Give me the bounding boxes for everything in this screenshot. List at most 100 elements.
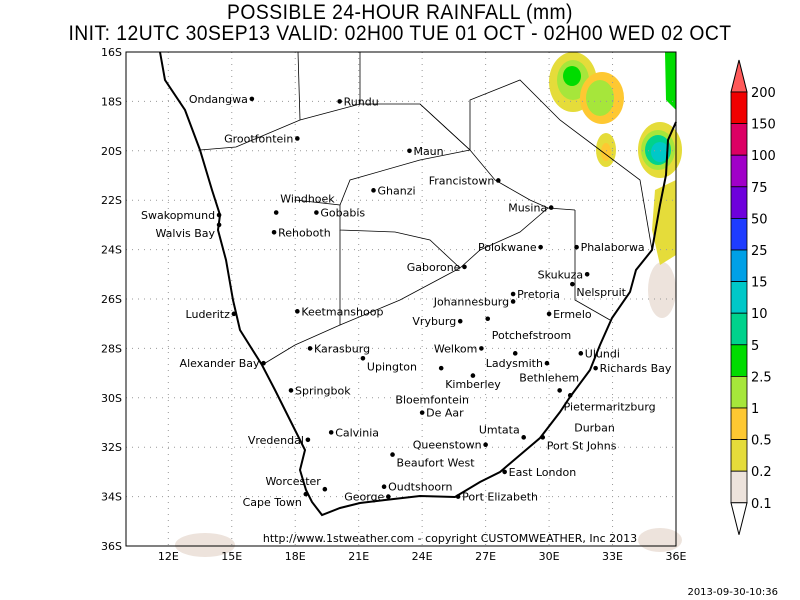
country-border	[339, 267, 461, 326]
timestamp: 2013-09-30-10:36	[687, 587, 778, 598]
city-marker	[288, 388, 294, 393]
city-marker	[307, 346, 313, 351]
colorbar-bin	[730, 249, 748, 283]
rain-area	[563, 66, 581, 86]
city-label: Musina	[508, 202, 547, 215]
city-marker	[593, 365, 598, 371]
colorbar-label: 100	[751, 149, 776, 164]
city-marker	[328, 430, 334, 435]
city-label: Swakopmund	[141, 209, 215, 222]
colorbar-label: 0.5	[751, 434, 772, 449]
city-label: Walvis Bay	[156, 227, 216, 240]
country-border	[294, 199, 549, 269]
colorbar-bin	[730, 470, 748, 504]
city-marker	[462, 264, 467, 270]
lon-tick-label: 30E	[539, 550, 560, 563]
city-label: Maun	[413, 145, 443, 158]
city-marker	[249, 96, 255, 102]
city-marker	[381, 484, 387, 490]
lat-tick-label: 30S	[101, 392, 122, 405]
city-label: Rehoboth	[278, 226, 331, 239]
city-label: Port St Johns	[547, 439, 617, 452]
lon-tick-label: 21E	[348, 550, 369, 563]
lon-tick-label: 18E	[285, 550, 306, 563]
map-title: POSSIBLE 24-HOUR RAINFALL (mm)	[227, 1, 573, 24]
colorbar-bin	[730, 123, 748, 156]
country-border	[339, 149, 471, 206]
colorbar-bin	[730, 312, 748, 346]
city-marker	[386, 494, 391, 499]
city-marker	[231, 311, 237, 317]
city-label: Upington	[367, 360, 417, 373]
city-label: Durban	[574, 421, 615, 434]
colorbar-bin	[730, 439, 748, 472]
country-border	[419, 79, 653, 251]
colorbar-bin	[730, 407, 748, 441]
city-marker	[567, 393, 573, 398]
city-marker	[271, 230, 277, 235]
lat-tick-label: 34S	[101, 491, 122, 504]
city-marker	[295, 136, 300, 141]
rain-area	[638, 528, 682, 552]
city-marker	[483, 442, 488, 448]
city-label: George	[344, 491, 384, 504]
city-marker	[407, 148, 412, 154]
city-marker	[540, 435, 546, 440]
colorbar-bin	[730, 154, 748, 188]
city-marker	[510, 291, 516, 297]
city-marker	[438, 365, 444, 371]
city-marker	[538, 244, 543, 250]
city-marker	[546, 311, 552, 317]
city-label: Polokwane	[478, 241, 537, 254]
rain-area	[665, 52, 676, 110]
city-label: Ulundi	[585, 347, 620, 360]
city-label: Richards Bay	[600, 362, 672, 375]
city-label: Bethlehem	[519, 371, 579, 384]
city-label: Ladysmith	[486, 357, 543, 370]
city-marker	[273, 210, 279, 215]
colorbar-label: 5	[751, 339, 759, 354]
city-label: Oudtshoorn	[388, 481, 452, 494]
colorbar-bin	[730, 91, 748, 125]
city-label: East London	[509, 466, 577, 479]
city-label: Skukuza	[538, 268, 584, 281]
city-marker	[570, 281, 575, 287]
lon-tick-label: 36E	[666, 550, 687, 563]
city-marker	[510, 299, 516, 304]
city-label: Gaborone	[407, 261, 461, 274]
city-marker	[455, 494, 461, 499]
country-border	[297, 51, 301, 121]
city-label: De Aar	[426, 407, 464, 420]
lat-tick-label: 32S	[101, 441, 122, 454]
colorbar-label: 10	[751, 307, 768, 322]
colorbar-label: 0.2	[751, 465, 772, 480]
city-label: Welkom	[434, 342, 477, 355]
city-label: Vryburg	[412, 315, 456, 328]
city-marker	[496, 178, 501, 183]
city-marker	[479, 346, 484, 351]
lat-tick-label: 20S	[101, 145, 122, 158]
city-label: Cape Town	[243, 496, 302, 509]
rain-area	[648, 262, 676, 318]
city-label: Grootfontein	[224, 132, 293, 145]
colorbar-label: 1	[751, 402, 759, 417]
city-marker	[337, 99, 342, 104]
city-marker	[470, 373, 476, 378]
city-label: Vredendal	[248, 434, 304, 447]
lat-tick-label: 26S	[101, 293, 122, 306]
rain-area	[651, 142, 669, 162]
credit-text: http://www.1stweather.com - copyright CU…	[263, 532, 637, 545]
city-label: Queenstown	[413, 439, 482, 452]
city-label: Calvinia	[335, 426, 379, 439]
city-label: Worcester	[265, 475, 321, 488]
city-marker	[502, 469, 507, 475]
city-marker	[578, 351, 584, 356]
city-marker	[457, 318, 463, 324]
city-label: Bloemfontein	[395, 394, 469, 407]
city-label: Gobabis	[320, 207, 365, 220]
city-marker	[216, 222, 222, 228]
city-label: Nelspruit	[576, 286, 626, 299]
city-label: Pretoria	[517, 288, 560, 301]
city-label: Karasburg	[314, 342, 370, 355]
